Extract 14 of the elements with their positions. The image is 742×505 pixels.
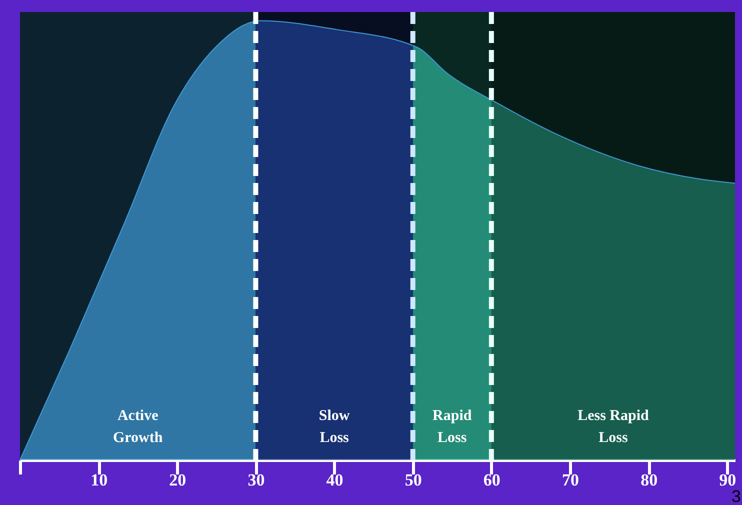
x-tick-label: 10 <box>90 470 108 490</box>
band-label: Rapid Loss <box>432 408 472 446</box>
band-label: Slow Loss <box>318 408 350 446</box>
x-tick-label: 40 <box>326 470 344 490</box>
x-tick-label: 70 <box>562 470 579 490</box>
x-tick-label: 50 <box>404 470 422 490</box>
x-tick-label: 80 <box>640 470 658 490</box>
text: 3 <box>732 487 741 505</box>
band-label: Active Growth <box>112 408 164 446</box>
x-tick-label: 20 <box>169 470 186 490</box>
x-tick-label: 60 <box>483 470 500 490</box>
band-label: Less Rapid Loss <box>578 408 650 446</box>
x-tick-label: 30 <box>248 470 265 490</box>
x-tick-label: 90 <box>719 470 736 490</box>
